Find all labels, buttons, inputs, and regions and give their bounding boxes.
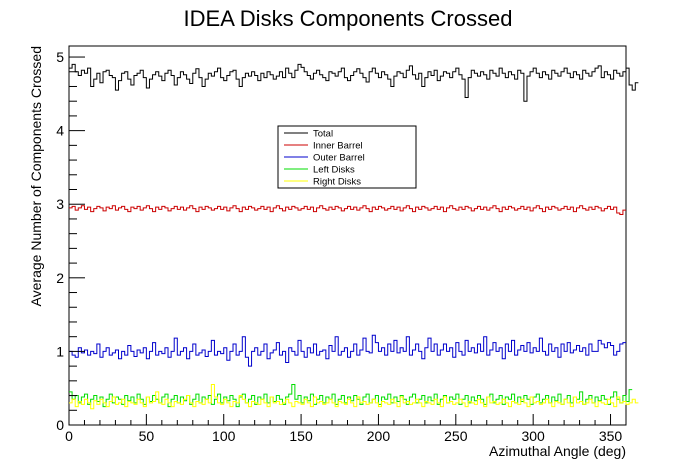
x-tick-label: 350	[599, 428, 623, 444]
series-line-outer-barrel	[69, 334, 626, 367]
chart-title: IDEA Disks Components Crossed	[184, 6, 513, 31]
x-tick-label: 300	[521, 428, 545, 444]
y-tick-label: 3	[56, 196, 64, 212]
legend-label-right-disks: Right Disks	[313, 177, 361, 188]
x-tick-label: 0	[65, 428, 73, 444]
x-tick-label: 100	[212, 428, 236, 444]
x-tick-label: 50	[139, 428, 155, 444]
plot-frame	[68, 45, 627, 426]
legend-label-left-disks: Left Disks	[313, 165, 355, 176]
x-tick-label: 150	[289, 428, 313, 444]
y-tick-label: 2	[56, 270, 64, 286]
legend-label-inner-barrel: Inner Barrel	[313, 141, 363, 152]
legend-label-total: Total	[313, 129, 333, 140]
y-axis-label: Average Number of Components Crossed	[28, 46, 44, 306]
legend-label-outer-barrel: Outer Barrel	[313, 153, 365, 164]
x-axis-label: Azimuthal Angle (deg)	[489, 443, 626, 459]
x-tick-label: 250	[444, 428, 468, 444]
series-line-total	[69, 63, 639, 102]
series-line-inner-barrel	[69, 205, 626, 216]
x-tick-label: 200	[367, 428, 391, 444]
axis-layer: 0 50 100 150 200 250 300 350 0 1 2 3 4 5	[56, 49, 622, 444]
series-line-right-disks	[69, 384, 639, 410]
y-tick-label: 4	[56, 123, 64, 139]
series-layer	[69, 63, 639, 410]
y-tick-label: 1	[56, 343, 64, 359]
y-tick-label: 5	[56, 49, 64, 65]
y-tick-label: 0	[56, 417, 64, 433]
